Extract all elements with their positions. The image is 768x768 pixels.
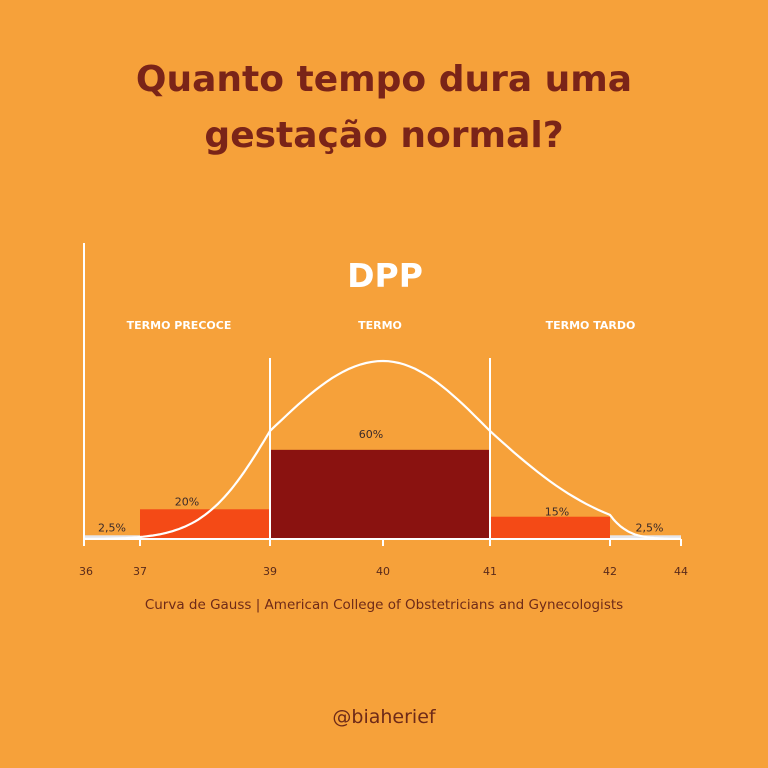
region-label: TERMO xyxy=(358,319,402,332)
bar-0 xyxy=(84,535,140,539)
x-tick-label: 37 xyxy=(133,565,147,578)
x-tick-label: 36 xyxy=(79,565,93,578)
chart-title: DPP xyxy=(347,256,423,295)
bar-value-label: 15% xyxy=(545,506,569,519)
title-line-1: Quanto tempo dura uma xyxy=(135,59,633,100)
region-label: TERMO PRECOCE xyxy=(127,319,232,332)
bar-value-label: 2,5% xyxy=(98,521,126,534)
x-tick-label: 41 xyxy=(483,565,497,578)
chart-caption: Curva de Gauss | American College of Obs… xyxy=(144,597,624,613)
x-tick-label: 39 xyxy=(263,565,277,578)
x-tick-label: 44 xyxy=(674,565,688,578)
bar-value-label: 2,5% xyxy=(636,521,664,534)
x-tick-label: 40 xyxy=(376,565,390,578)
bar-value-label: 60% xyxy=(359,428,383,441)
region-label: TERMO TARDO xyxy=(546,319,636,332)
bar-2 xyxy=(270,449,490,539)
bar-value-label: 20% xyxy=(175,495,199,508)
x-tick-label: 42 xyxy=(603,565,617,578)
author-handle: @biaherief xyxy=(332,706,436,728)
gauss-curve xyxy=(84,359,681,540)
title-line-2: gestação normal? xyxy=(204,115,564,156)
page-title: Quanto tempo dura uma gestação normal? xyxy=(0,52,768,164)
bar-3 xyxy=(490,516,610,539)
